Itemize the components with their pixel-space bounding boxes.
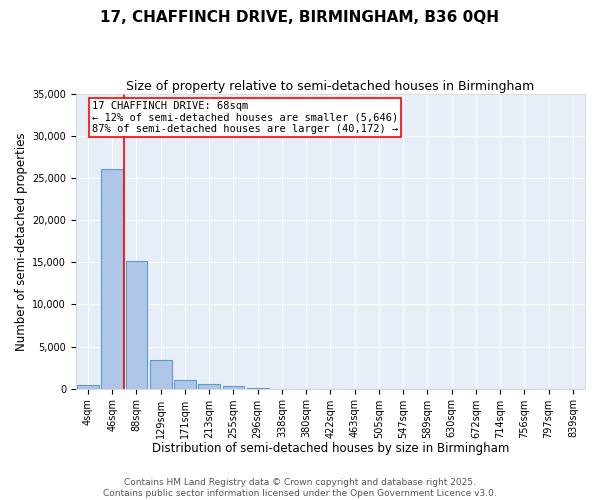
- Text: 17, CHAFFINCH DRIVE, BIRMINGHAM, B36 0QH: 17, CHAFFINCH DRIVE, BIRMINGHAM, B36 0QH: [101, 10, 499, 25]
- Bar: [150, 360, 172, 388]
- Title: Size of property relative to semi-detached houses in Birmingham: Size of property relative to semi-detach…: [127, 80, 535, 93]
- Y-axis label: Number of semi-detached properties: Number of semi-detached properties: [15, 132, 28, 350]
- Bar: [125, 260, 148, 388]
- Text: 17 CHAFFINCH DRIVE: 68sqm
← 12% of semi-detached houses are smaller (5,646)
87% : 17 CHAFFINCH DRIVE: 68sqm ← 12% of semi-…: [92, 101, 398, 134]
- Bar: [101, 169, 123, 388]
- Bar: [77, 385, 99, 388]
- Text: Contains HM Land Registry data © Crown copyright and database right 2025.
Contai: Contains HM Land Registry data © Crown c…: [103, 478, 497, 498]
- Bar: [174, 380, 196, 388]
- Bar: [223, 386, 244, 388]
- Bar: [199, 384, 220, 388]
- X-axis label: Distribution of semi-detached houses by size in Birmingham: Distribution of semi-detached houses by …: [152, 442, 509, 455]
